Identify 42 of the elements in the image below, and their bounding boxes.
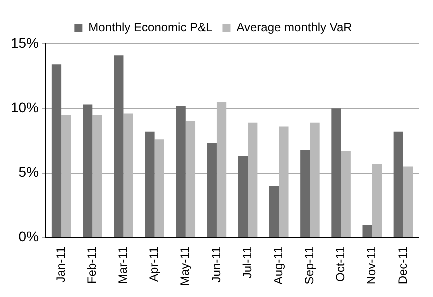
x-tick-label: Jul-11 <box>240 246 254 279</box>
bar <box>154 140 164 238</box>
bar <box>310 122 320 238</box>
y-tick-label: 15% <box>10 34 40 51</box>
bar <box>92 115 102 238</box>
bar <box>62 115 72 238</box>
bar <box>216 102 227 238</box>
y-tick-label: 0% <box>18 228 40 245</box>
bar <box>279 126 289 238</box>
x-tick-label: Mar-11 <box>116 246 130 284</box>
bar <box>114 56 124 238</box>
x-tick-label: Feb-11 <box>84 246 99 284</box>
x-tick-label: Sep-11 <box>302 246 317 285</box>
y-tick-label: 5% <box>18 164 40 180</box>
bar <box>248 122 258 238</box>
x-tick-label: Aug-11 <box>271 246 286 285</box>
x-tick-label: Jun-11 <box>209 246 224 283</box>
bar <box>176 106 186 238</box>
bar <box>341 151 351 238</box>
bar <box>52 64 62 238</box>
legend-label: Average monthly VaR <box>236 20 353 34</box>
bar <box>403 166 414 238</box>
bar <box>238 156 248 238</box>
bar <box>83 104 93 238</box>
bar <box>270 186 280 238</box>
x-tick-label: Oct-11 <box>334 246 348 282</box>
bar <box>207 144 217 238</box>
bar <box>124 114 134 238</box>
bar <box>362 224 372 238</box>
x-tick-label: Apr-11 <box>147 246 162 282</box>
bar <box>394 132 404 238</box>
bar <box>145 132 155 238</box>
x-tick-label: Nov-11 <box>364 246 379 285</box>
x-tick-label: Jan-11 <box>54 246 68 283</box>
bar <box>332 108 342 238</box>
bar <box>372 164 382 238</box>
y-tick-label: 10% <box>10 99 40 116</box>
x-tick-label: May-11 <box>178 246 192 286</box>
legend-label: Monthly Economic P&L <box>88 20 214 34</box>
bar <box>186 122 196 238</box>
bar <box>300 150 310 238</box>
x-tick-label: Dec-11 <box>396 246 410 285</box>
